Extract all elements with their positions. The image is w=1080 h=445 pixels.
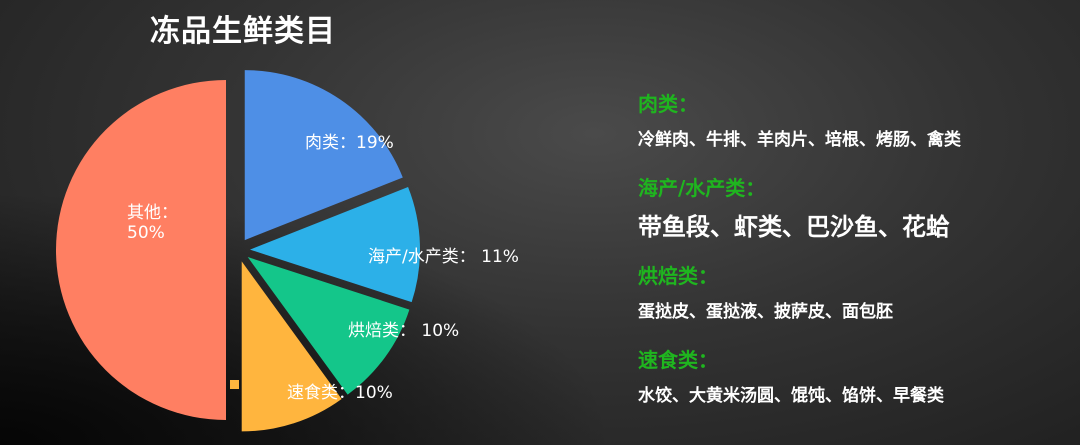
pie-slice-seafood <box>249 187 420 303</box>
slice-label-fastfood: 速食类：10% <box>287 383 393 403</box>
category-items: 带鱼段、虾类、巴沙鱼、花蛤 <box>638 213 950 241</box>
slice-label-bakery: 烘焙类： 10% <box>348 321 460 341</box>
legend-marker <box>230 380 239 389</box>
pie-slice-fastfood <box>241 261 342 432</box>
slice-label-other-line2: 50% <box>127 223 165 243</box>
category-items: 水饺、大黄米汤圆、馄饨、馅饼、早餐类 <box>638 386 944 406</box>
page-title: 冻品生鲜类目 <box>150 14 336 49</box>
category-items: 蛋挞皮、蛋挞液、披萨皮、面包胚 <box>638 302 893 322</box>
category-items: 冷鲜肉、牛排、羊肉片、培根、烤肠、禽类 <box>638 130 961 150</box>
pie-slice-other <box>56 80 226 420</box>
slice-label-seafood: 海产/水产类： 11% <box>368 247 519 267</box>
pie-slice-bakery <box>247 257 410 395</box>
category-heading: 烘焙类： <box>638 264 718 288</box>
category-heading: 海产/水产类： <box>638 176 766 200</box>
category-heading: 肉类： <box>638 92 698 116</box>
slice-label-other-line1: 其他： <box>127 203 178 223</box>
category-list: 肉类： 冷鲜肉、牛排、羊肉片、培根、烤肠、禽类 海产/水产类： 带鱼段、虾类、巴… <box>638 88 961 428</box>
slice-label-meat: 肉类：19% <box>305 133 394 153</box>
category-heading: 速食类： <box>638 348 718 372</box>
pie-slice-meat <box>244 70 403 241</box>
